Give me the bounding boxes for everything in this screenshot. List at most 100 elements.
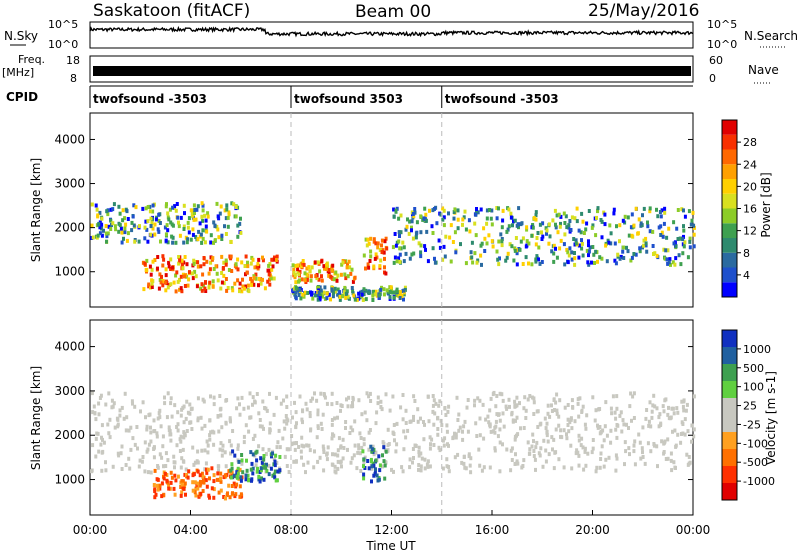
echo-cell (540, 260, 544, 264)
echo-cell (122, 236, 125, 241)
echo-cell (532, 216, 536, 221)
echo-cell (156, 255, 160, 259)
echo-cell (453, 207, 457, 212)
echo-cell (189, 237, 193, 242)
echo-cell (259, 456, 263, 461)
echo-cell (395, 442, 399, 447)
echo-cell (362, 472, 366, 477)
echo-cell (212, 487, 216, 492)
echo-cell (625, 245, 628, 250)
echo-cell (469, 250, 473, 255)
echo-cell (535, 440, 539, 445)
echo-cell (682, 224, 685, 229)
echo-cell (141, 400, 145, 405)
colorbar-frame (721, 329, 738, 501)
colorbar-swatch (722, 252, 737, 268)
echo-cell (220, 271, 224, 275)
echo-cell (365, 418, 369, 423)
echo-cell (541, 221, 545, 226)
echo-cell (436, 415, 440, 420)
echo-cell (402, 288, 406, 293)
echo-cell (512, 219, 515, 224)
echo-cell (145, 427, 149, 432)
echo-cell (214, 264, 218, 269)
echo-cell (537, 257, 540, 262)
echo-cell (312, 465, 316, 470)
echo-cell (483, 236, 487, 241)
echo-cell (506, 251, 510, 256)
echo-cell (615, 224, 618, 229)
echo-cell (173, 204, 177, 209)
echo-cell (315, 435, 319, 440)
echo-cell (399, 230, 403, 235)
echo-cell (538, 222, 542, 227)
echo-cell (692, 225, 696, 230)
echo-cell (410, 219, 414, 224)
echo-cell (171, 265, 175, 270)
colorbar-swatch (722, 120, 737, 135)
echo-cell (665, 257, 669, 262)
echo-cell (146, 219, 150, 224)
echo-cell (183, 274, 186, 279)
echo-cell (331, 276, 335, 281)
echo-cell (227, 268, 231, 272)
echo-cell (642, 238, 646, 243)
echo-cell (372, 463, 376, 468)
echo-cell (298, 269, 302, 274)
echo-cell (203, 423, 207, 428)
echo-cell (240, 395, 244, 400)
echo-cell (353, 419, 357, 424)
echo-cell (688, 236, 692, 241)
echo-cell (582, 467, 586, 472)
echo-cell (382, 250, 386, 255)
echo-cell (298, 278, 301, 283)
echo-cell (477, 447, 481, 452)
freq-tick-low: 8 (70, 72, 77, 85)
echo-cell (285, 394, 289, 399)
echo-cell (149, 439, 153, 444)
echo-cell (143, 236, 147, 241)
echo-cell (567, 429, 571, 434)
echo-cell (456, 418, 460, 422)
echo-cell (692, 232, 696, 237)
echo-cell (573, 262, 577, 267)
echo-cell (330, 402, 334, 407)
echo-cell (329, 297, 332, 302)
echo-cell (518, 247, 522, 252)
echo-cell (169, 470, 173, 475)
time-axis: 00:00 04:00 08:00 12:00 16:00 20:00 00:00 (73, 510, 710, 537)
echo-cell (655, 444, 659, 449)
echo-cell (417, 445, 421, 450)
echo-cell (641, 450, 644, 455)
echo-cell (509, 468, 513, 473)
echo-cell (268, 430, 272, 435)
echo-cell (417, 453, 421, 458)
echo-cell (519, 239, 523, 244)
echo-cell (161, 434, 165, 439)
echo-cell (230, 269, 234, 273)
echo-cell (186, 237, 190, 242)
echo-cell (369, 459, 373, 464)
echo-cell (180, 456, 184, 461)
echo-cell (413, 207, 417, 211)
echo-cell (352, 293, 356, 298)
echo-cell (141, 206, 145, 211)
echo-cell (300, 417, 304, 422)
echo-cell (368, 428, 372, 432)
echo-cell (614, 261, 618, 266)
echo-cell (360, 289, 364, 294)
echo-cell (170, 475, 174, 480)
echo-cell (558, 246, 562, 251)
echo-cell (250, 478, 253, 483)
echo-cell (175, 202, 179, 206)
echo-cell (562, 211, 566, 216)
echo-cell (292, 459, 296, 464)
echo-cell (407, 231, 411, 236)
echo-cell (162, 476, 166, 481)
echo-cell (150, 285, 154, 289)
echo-cell (132, 223, 136, 228)
echo-cell (120, 240, 124, 245)
echo-cell (151, 259, 155, 264)
echo-cell (171, 205, 175, 210)
echo-cell (143, 225, 147, 230)
